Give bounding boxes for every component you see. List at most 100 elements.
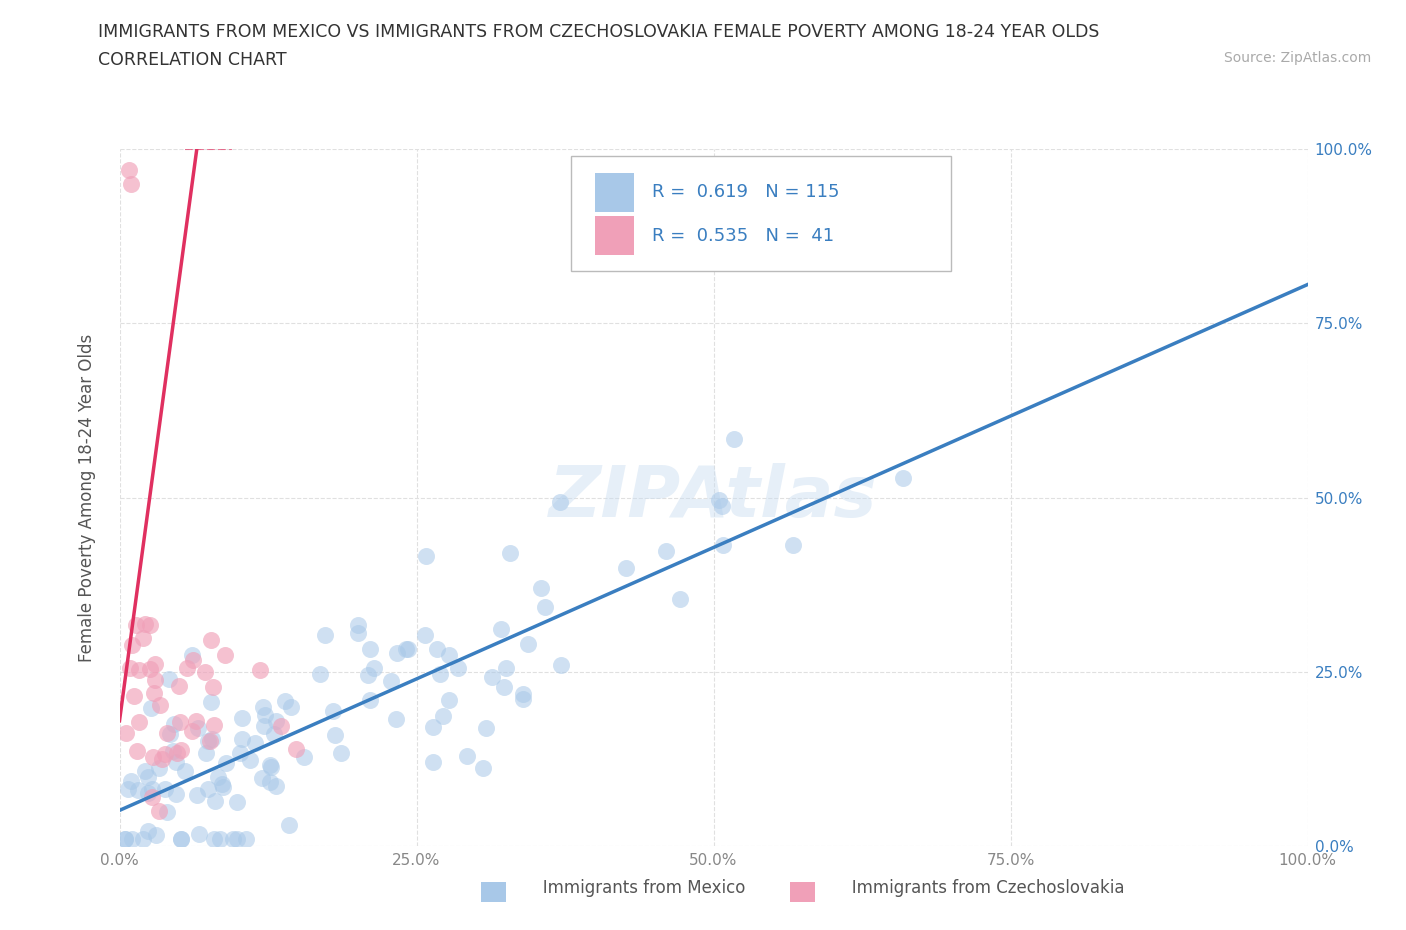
Point	[211, 779, 233, 794]
Point	[422, 754, 444, 769]
Point	[429, 667, 451, 682]
Point	[439, 693, 461, 708]
Point	[437, 647, 460, 662]
Point	[359, 693, 381, 708]
Point	[155, 725, 177, 740]
Point	[156, 804, 179, 819]
Point	[309, 666, 332, 681]
Point	[225, 794, 247, 809]
Point	[669, 592, 692, 607]
Text: Immigrants from Mexico: Immigrants from Mexico	[506, 879, 745, 897]
Point	[153, 746, 176, 761]
Point	[707, 492, 730, 507]
Point	[132, 832, 155, 847]
Point	[264, 713, 287, 728]
Point	[432, 709, 454, 724]
Point	[132, 631, 155, 645]
FancyBboxPatch shape	[571, 156, 950, 271]
Point	[165, 787, 187, 802]
Point	[169, 714, 191, 729]
Point	[512, 692, 534, 707]
Point	[278, 817, 301, 832]
Point	[166, 745, 188, 760]
Point	[243, 735, 266, 750]
Point	[139, 618, 162, 632]
Point	[263, 726, 285, 741]
Point	[329, 745, 352, 760]
Point	[548, 495, 571, 510]
Point	[259, 760, 281, 775]
Point	[249, 663, 271, 678]
Point	[201, 731, 224, 746]
Point	[253, 708, 276, 723]
Point	[270, 718, 292, 733]
Bar	[790, 882, 815, 902]
Point	[134, 617, 156, 631]
Point	[323, 727, 346, 742]
Y-axis label: Female Poverty Among 18-24 Year Olds: Female Poverty Among 18-24 Year Olds	[77, 334, 96, 661]
Point	[292, 750, 315, 764]
Point	[394, 642, 416, 657]
Bar	[595, 217, 634, 255]
Point	[202, 717, 225, 732]
Point	[495, 660, 517, 675]
Point	[711, 538, 734, 552]
Point	[173, 764, 195, 778]
Point	[228, 746, 250, 761]
Point	[385, 645, 408, 660]
Point	[723, 432, 745, 446]
Point	[357, 667, 380, 682]
Point	[214, 648, 236, 663]
Point	[494, 680, 516, 695]
Point	[274, 694, 297, 709]
Point	[380, 673, 402, 688]
Point	[533, 600, 555, 615]
Point	[215, 756, 238, 771]
Point	[165, 754, 187, 769]
Point	[118, 163, 141, 178]
Point	[136, 824, 159, 839]
Point	[145, 828, 167, 843]
Point	[198, 734, 221, 749]
Point	[359, 642, 381, 657]
Point	[208, 832, 231, 847]
Point	[530, 580, 553, 595]
Point	[187, 827, 209, 842]
Point	[114, 832, 136, 847]
Point	[125, 618, 148, 632]
Point	[150, 751, 173, 766]
Point	[194, 665, 217, 680]
Point	[124, 688, 146, 703]
Point	[489, 621, 512, 636]
Point	[238, 753, 260, 768]
Text: Source: ZipAtlas.com: Source: ZipAtlas.com	[1223, 51, 1371, 65]
Point	[134, 764, 156, 778]
Point	[142, 685, 165, 700]
Point	[128, 662, 150, 677]
Point	[891, 471, 914, 485]
Point	[114, 832, 136, 847]
Point	[170, 742, 193, 757]
Point	[207, 769, 229, 784]
Point	[363, 660, 385, 675]
Point	[162, 717, 184, 732]
Text: R =  0.619   N = 115: R = 0.619 N = 115	[652, 183, 839, 202]
Point	[136, 786, 159, 801]
Point	[148, 761, 170, 776]
Point	[211, 777, 233, 791]
Point	[456, 748, 478, 763]
Point	[426, 642, 449, 657]
Point	[120, 774, 142, 789]
Point	[200, 633, 222, 648]
Point	[148, 804, 170, 819]
Point	[128, 714, 150, 729]
Point	[121, 638, 143, 653]
Point	[512, 686, 534, 701]
Point	[259, 757, 281, 772]
Text: R =  0.535   N =  41: R = 0.535 N = 41	[652, 227, 834, 245]
Text: IMMIGRANTS FROM MEXICO VS IMMIGRANTS FROM CZECHOSLOVAKIA FEMALE POVERTY AMONG 18: IMMIGRANTS FROM MEXICO VS IMMIGRANTS FRO…	[98, 23, 1099, 41]
Point	[115, 725, 138, 740]
Point	[141, 782, 163, 797]
Point	[782, 538, 804, 553]
Point	[117, 781, 139, 796]
